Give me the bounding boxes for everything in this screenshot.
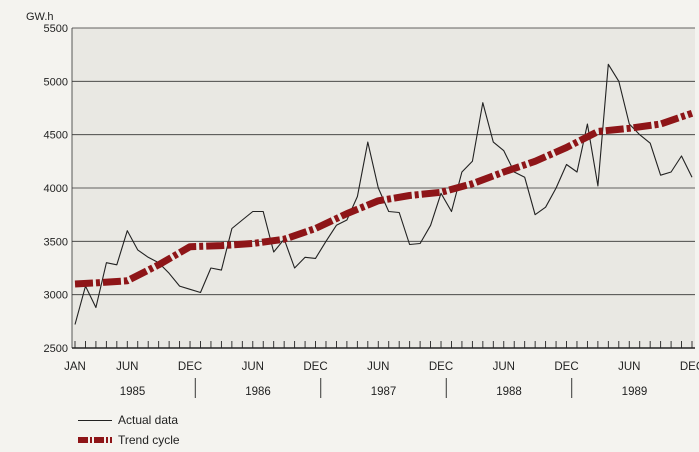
y-tick-label: 5000 <box>44 76 68 88</box>
y-axis-label: GW.h <box>26 11 54 23</box>
y-tick-label: 4000 <box>44 183 68 195</box>
y-axis-tick-labels: 2500 3000 3500 4000 4500 5000 5500 <box>44 23 68 355</box>
trend-cycle-line <box>74 109 694 288</box>
legend-swatch-trend <box>78 437 112 443</box>
y-tick-label: 5500 <box>44 23 68 35</box>
x-tick-label: DEC <box>429 361 453 373</box>
series-layer <box>74 63 694 325</box>
x-tick-label: DEC <box>680 361 699 373</box>
x-tick-label: DEC <box>303 361 327 373</box>
x-tick-label: JUN <box>116 361 138 373</box>
y-tick-label: 4500 <box>44 130 68 142</box>
legend-item-trend: Trend cycle <box>78 430 180 450</box>
legend-label-trend: Trend cycle <box>118 433 180 447</box>
x-tick-label: DEC <box>178 361 202 373</box>
x-tick-label: DEC <box>554 361 578 373</box>
legend: Actual data Trend cycle <box>78 410 180 450</box>
x-tick-label: JUN <box>367 361 389 373</box>
legend-item-actual: Actual data <box>78 410 180 430</box>
year-label: 1987 <box>371 386 397 398</box>
legend-swatch-actual <box>78 415 112 425</box>
x-tick-label: JAN <box>64 361 86 373</box>
year-label: 1985 <box>120 386 146 398</box>
y-tick-label: 3000 <box>44 290 68 302</box>
year-label: 1988 <box>496 386 522 398</box>
legend-label-actual: Actual data <box>118 413 179 427</box>
x-tick-label: JUN <box>493 361 515 373</box>
x-tick-label: JUN <box>242 361 264 373</box>
year-label: 1989 <box>622 386 648 398</box>
y-tick-label: 3500 <box>44 236 68 248</box>
y-tick-label: 2500 <box>44 343 68 355</box>
year-label: 1986 <box>245 386 271 398</box>
x-tick-label: JUN <box>618 361 640 373</box>
x-axis: JAN JUN DEC JUN DEC JUN DEC JUN DEC JUN DEC 1985 198… <box>64 341 699 398</box>
